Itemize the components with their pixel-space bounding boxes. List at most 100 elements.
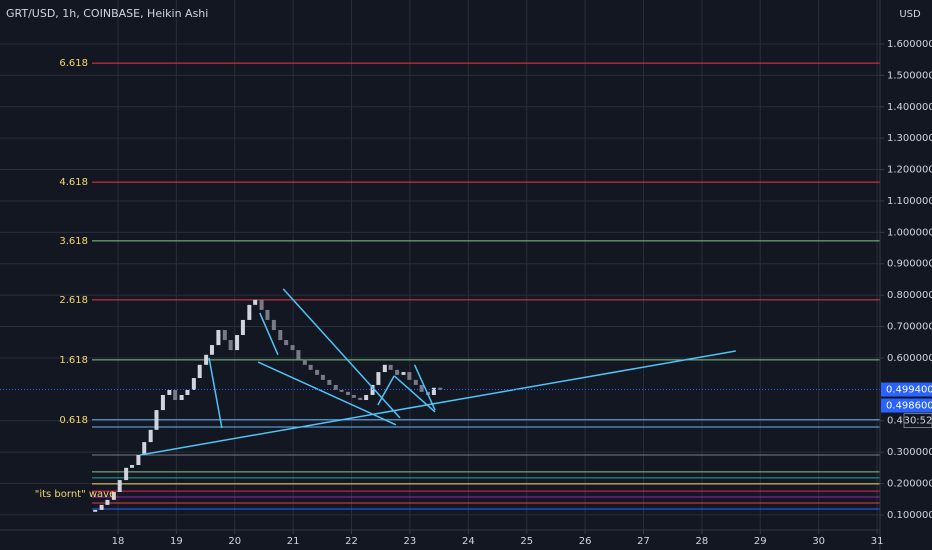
- level-label: 0.618: [59, 415, 88, 426]
- x-tick-label: 22: [345, 536, 358, 547]
- x-tick-label: 26: [579, 536, 592, 547]
- candle-body: [216, 329, 221, 346]
- candle-body: [278, 329, 283, 341]
- candle-body: [154, 410, 159, 430]
- currency: USD: [899, 9, 921, 20]
- candle-body: [235, 335, 240, 351]
- y-tick-label: 0.10000000: [887, 510, 932, 521]
- trend-line: [259, 312, 279, 356]
- x-tick-label: 28: [696, 536, 709, 547]
- candle-body: [395, 369, 400, 375]
- candle-body: [124, 467, 129, 481]
- candle-body: [142, 442, 147, 455]
- candle-body: [259, 299, 264, 310]
- candle-body: [160, 394, 165, 411]
- candle-body: [247, 304, 252, 320]
- trend-line: [282, 288, 401, 419]
- candle-body: [382, 364, 387, 373]
- candle-body: [209, 345, 214, 355]
- candle-body: [358, 397, 363, 401]
- trend-line: [377, 375, 395, 406]
- level-label: 4.618: [59, 177, 88, 188]
- candle-body: [173, 389, 178, 401]
- candle-body: [93, 509, 98, 512]
- y-tick-label: 1.00000000: [887, 227, 932, 238]
- x-tick-label: 27: [637, 536, 650, 547]
- y-tick-label: 1.50000000: [887, 70, 932, 81]
- candle-body: [111, 492, 116, 500]
- price-label-box: [881, 398, 932, 413]
- trend-line: [413, 364, 436, 411]
- level-label: 6.618: [59, 58, 88, 69]
- x-tick-label: 21: [287, 536, 300, 547]
- level-label: 2.618: [59, 295, 88, 306]
- candle-body: [265, 309, 270, 320]
- candle-body: [339, 389, 344, 392]
- candle-body: [185, 389, 190, 395]
- candle-body: [364, 394, 369, 401]
- candle-body: [327, 379, 332, 385]
- y-tick-label: 1.20000000: [887, 165, 932, 176]
- x-tick-label: 23: [404, 536, 417, 547]
- y-tick-label: 1.60000000: [887, 39, 932, 50]
- candle-body: [129, 465, 134, 468]
- candle-body: [376, 372, 381, 385]
- trend-line: [208, 357, 223, 429]
- candle-body: [407, 372, 412, 380]
- annotation: "its bornt" wave: [35, 489, 116, 500]
- symbol-title: GRT/USD, 1h, COINBASE, Heikin Ashi: [6, 7, 208, 20]
- y-tick-label: 0.20000000: [887, 479, 932, 490]
- y-tick-label: 1.40000000: [887, 102, 932, 113]
- x-tick-label: 29: [754, 536, 767, 547]
- candle-body: [290, 345, 295, 351]
- candle-body: [401, 372, 406, 375]
- x-tick-label: 25: [520, 536, 533, 547]
- y-tick-label: 1.10000000: [887, 196, 932, 207]
- y-tick-label: 0.60000000: [887, 353, 932, 364]
- candle-body: [346, 391, 351, 395]
- candle-body: [296, 350, 301, 360]
- candle-body: [253, 299, 258, 305]
- candle-body: [308, 364, 313, 370]
- x-tick-label: 19: [170, 536, 183, 547]
- level-label: 3.618: [59, 236, 88, 247]
- y-tick-label: 1.30000000: [887, 133, 932, 144]
- candle-body: [431, 387, 436, 395]
- candle-body: [315, 369, 320, 375]
- candle-body: [320, 374, 325, 380]
- candle-body: [333, 384, 338, 390]
- candle-body: [302, 359, 307, 365]
- candle-body: [419, 384, 424, 392]
- candle-body: [240, 319, 245, 336]
- candle-body: [105, 499, 110, 505]
- price-label: 0.49940000: [886, 385, 932, 396]
- candle-body: [167, 389, 172, 395]
- x-tick-label: 24: [462, 536, 475, 547]
- candle-body: [117, 480, 122, 493]
- candle-body: [284, 340, 289, 346]
- candle-body: [271, 319, 276, 330]
- x-tick-label: 30: [812, 536, 825, 547]
- y-tick-label: 0.70000000: [887, 322, 932, 333]
- x-tick-label: 18: [112, 536, 125, 547]
- candle-body: [438, 387, 443, 390]
- x-tick-label: 20: [228, 536, 241, 547]
- countdown-box: [903, 413, 932, 428]
- trend-line: [257, 361, 397, 426]
- y-tick-label: 0.90000000: [887, 259, 932, 270]
- candle-body: [136, 454, 141, 466]
- price-label-box: [881, 382, 932, 397]
- trend-line: [140, 350, 736, 456]
- y-tick-label: 0.80000000: [887, 290, 932, 301]
- candle-body: [413, 379, 418, 385]
- price-label: 0.49860000: [886, 401, 932, 412]
- level-label: 1.618: [59, 355, 88, 366]
- candle-body: [197, 364, 202, 379]
- candle-body: [99, 504, 104, 510]
- countdown: 30:52: [904, 416, 932, 427]
- candle-body: [204, 354, 209, 365]
- candle-body: [351, 394, 356, 398]
- candle-body: [228, 340, 233, 351]
